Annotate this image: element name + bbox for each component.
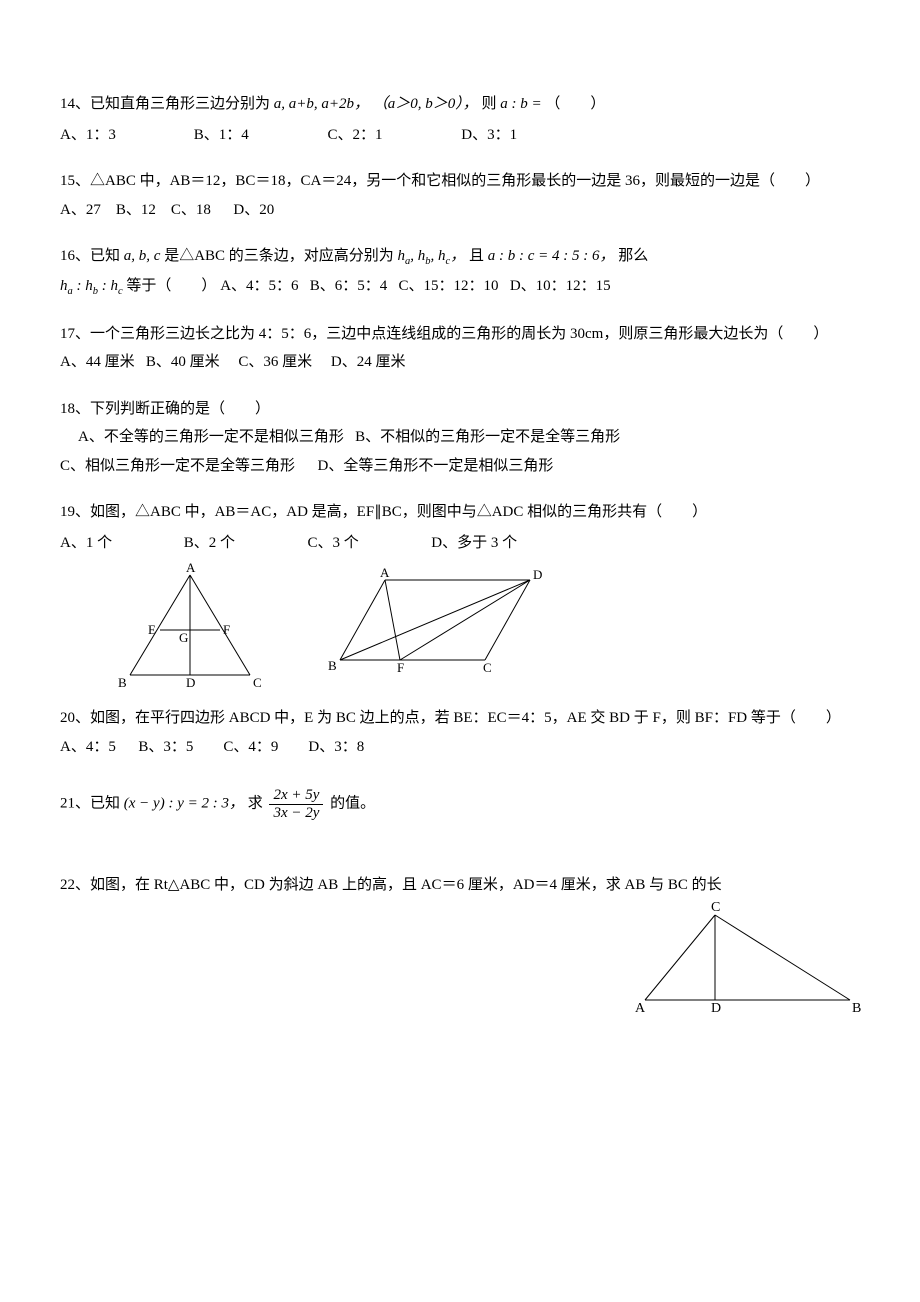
question-20: 20、如图，在平行四边形 ABCD 中，E 为 BC 边上的点，若 BE：EC＝… bbox=[60, 704, 860, 761]
figure-q19: ABCDEFG bbox=[120, 575, 270, 690]
q14-math3: a : b = bbox=[500, 96, 541, 112]
svg-text:G: G bbox=[179, 630, 188, 645]
q19-opt-a: A、1 个 bbox=[60, 529, 180, 558]
q16-math2: ha, hb, hc， bbox=[398, 248, 466, 264]
q16-stem-a: 16、已知 bbox=[60, 248, 120, 264]
q15-opt-a: A、27 bbox=[60, 202, 101, 218]
svg-text:A: A bbox=[186, 560, 196, 575]
question-21: 21、已知 (x − y) : y = 2 : 3， 求 2x + 5y 3x … bbox=[60, 787, 860, 821]
q15-opt-d: D、20 bbox=[233, 202, 274, 218]
q16-math3: a : b : c = 4 : 5 : 6， bbox=[488, 248, 615, 264]
q21-stem-c: 的值。 bbox=[330, 796, 375, 812]
q20-opt-d: D、3：8 bbox=[308, 739, 364, 755]
svg-text:A: A bbox=[380, 565, 390, 580]
svg-text:B: B bbox=[118, 675, 127, 690]
q21-frac-num: 2x + 5y bbox=[269, 787, 323, 805]
svg-text:F: F bbox=[397, 660, 404, 675]
q21-stem-b: 求 bbox=[248, 796, 263, 812]
q20-opt-b: B、3：5 bbox=[138, 739, 193, 755]
svg-text:D: D bbox=[186, 675, 195, 690]
q15-opt-b: B、12 bbox=[116, 202, 156, 218]
q21-fraction: 2x + 5y 3x − 2y bbox=[269, 787, 323, 821]
q17-stem: 17、一个三角形三边长之比为 4：5：6，三边中点连线组成的三角形的周长为 30… bbox=[60, 326, 828, 342]
question-22: 22、如图，在 Rt△ABC 中，CD 为斜边 AB 上的高，且 AC＝6 厘米… bbox=[60, 871, 860, 1015]
q14-options: A、1：3 B、1：4 C、2：1 D、3：1 bbox=[60, 121, 860, 150]
question-17: 17、一个三角形三边长之比为 4：5：6，三边中点连线组成的三角形的周长为 30… bbox=[60, 320, 860, 377]
q14-opt-b: B、1：4 bbox=[194, 121, 324, 150]
question-18: 18、下列判断正确的是（ ） A、不全等的三角形一定不是相似三角形 B、不相似的… bbox=[60, 395, 860, 481]
q20-stem: 20、如图，在平行四边形 ABCD 中，E 为 BC 边上的点，若 BE：EC＝… bbox=[60, 710, 841, 726]
q16-opt-a: A、4：5：6 bbox=[220, 278, 298, 294]
svg-text:F: F bbox=[223, 622, 230, 637]
question-15: 15、△ABC 中，AB＝12，BC＝18，CA＝24，另一个和它相似的三角形最… bbox=[60, 167, 860, 224]
q17-opt-c: C、36 厘米 bbox=[238, 354, 312, 370]
svg-text:E: E bbox=[148, 622, 156, 637]
q16-stem-c: 且 bbox=[469, 248, 484, 264]
q16-opt-c: C、15：12：10 bbox=[399, 278, 499, 294]
q21-math1: (x − y) : y = 2 : 3， bbox=[124, 796, 244, 812]
q19-stem: 19、如图，△ABC 中，AB＝AC，AD 是高，EF∥BC，则图中与△ADC … bbox=[60, 498, 860, 527]
q19-opt-d: D、多于 3 个 bbox=[431, 529, 551, 558]
svg-text:C: C bbox=[483, 660, 492, 675]
question-14: 14、已知直角三角形三边分别为 a, a+b, a+2b， （a＞0, b＞0）… bbox=[60, 90, 860, 149]
q18-opt-c: C、相似三角形一定不是全等三角形 bbox=[60, 458, 295, 474]
q16-opt-d: D、10：12：15 bbox=[510, 278, 611, 294]
q16-stem-d: 那么 bbox=[618, 248, 648, 264]
question-19: 19、如图，△ABC 中，AB＝AC，AD 是高，EF∥BC，则图中与△ADC … bbox=[60, 498, 860, 557]
svg-text:B: B bbox=[328, 658, 337, 673]
q16-stem-b: 是△ABC 的三条边，对应高分别为 bbox=[164, 248, 394, 264]
svg-text:A: A bbox=[635, 1001, 646, 1016]
figures-19-20: ABCDEFG ADBCF bbox=[120, 575, 860, 690]
q21-stem-a: 21、已知 bbox=[60, 796, 120, 812]
q16-math1: a, b, c bbox=[124, 248, 161, 264]
q19-opt-c: C、3 个 bbox=[308, 529, 428, 558]
q17-opt-d: D、24 厘米 bbox=[331, 354, 406, 370]
q19-opt-b: B、2 个 bbox=[184, 529, 304, 558]
question-16: 16、已知 a, b, c 是△ABC 的三条边，对应高分别为 ha, hb, … bbox=[60, 242, 860, 302]
svg-text:C: C bbox=[711, 900, 720, 915]
svg-text:B: B bbox=[852, 1001, 861, 1016]
figure-q22: ABCD bbox=[640, 910, 860, 1015]
q14-stem-b: 则 bbox=[482, 96, 497, 112]
q17-opt-b: B、40 厘米 bbox=[146, 354, 220, 370]
q15-opt-c: C、18 bbox=[171, 202, 211, 218]
q14-blank: （ ） bbox=[545, 96, 605, 112]
q14-math2: （a＞0, b＞0）， bbox=[373, 96, 478, 112]
q16-math4: ha : hb : hc bbox=[60, 278, 123, 294]
svg-text:D: D bbox=[533, 567, 542, 582]
q18-stem: 18、下列判断正确的是（ ） bbox=[60, 395, 860, 424]
q18-opt-b: B、不相似的三角形一定不是全等三角形 bbox=[355, 429, 620, 445]
svg-text:D: D bbox=[711, 1001, 721, 1016]
q18-opt-a: A、不全等的三角形一定不是相似三角形 bbox=[78, 429, 344, 445]
q14-opt-c: C、2：1 bbox=[328, 121, 458, 150]
q16-stem-e: 等于（ ） bbox=[126, 278, 216, 294]
q18-opt-d: D、全等三角形不一定是相似三角形 bbox=[318, 458, 554, 474]
q14-opt-d: D、3：1 bbox=[461, 121, 591, 150]
q20-opt-c: C、4：9 bbox=[223, 739, 278, 755]
q14-math1: a, a+b, a+2b， bbox=[274, 96, 369, 112]
q16-opt-b: B、6：5：4 bbox=[310, 278, 388, 294]
q17-opt-a: A、44 厘米 bbox=[60, 354, 135, 370]
q22-stem: 22、如图，在 Rt△ABC 中，CD 为斜边 AB 上的高，且 AC＝6 厘米… bbox=[60, 871, 860, 900]
q20-opt-a: A、4：5 bbox=[60, 739, 116, 755]
q15-stem: 15、△ABC 中，AB＝12，BC＝18，CA＝24，另一个和它相似的三角形最… bbox=[60, 173, 820, 189]
q14-stem-a: 14、已知直角三角形三边分别为 bbox=[60, 96, 270, 112]
figure-q20: ADBCF bbox=[330, 575, 545, 675]
q21-frac-den: 3x − 2y bbox=[269, 805, 323, 822]
svg-text:C: C bbox=[253, 675, 262, 690]
q14-opt-a: A、1：3 bbox=[60, 121, 190, 150]
